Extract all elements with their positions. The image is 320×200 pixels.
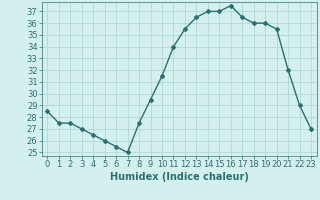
X-axis label: Humidex (Indice chaleur): Humidex (Indice chaleur) xyxy=(110,172,249,182)
